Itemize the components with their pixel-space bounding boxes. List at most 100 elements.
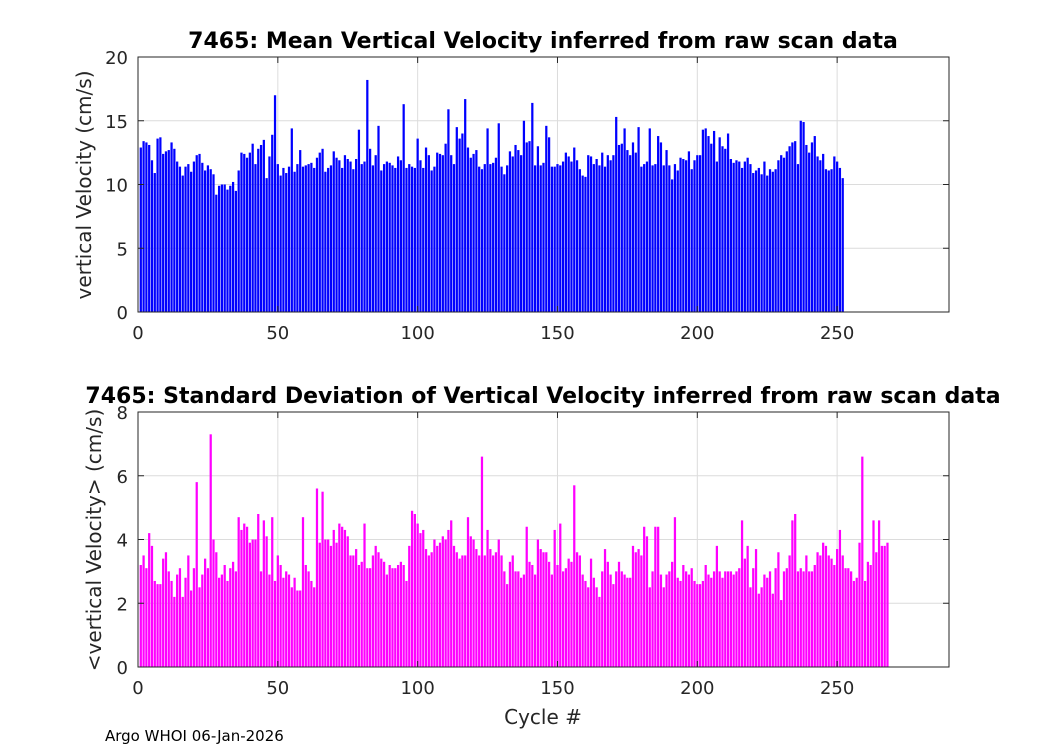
mean-velocity-bar (836, 161, 839, 312)
std-velocity-bar (844, 568, 847, 667)
mean-velocity-bar (324, 171, 327, 312)
std-velocity-bar (805, 555, 808, 667)
std-velocity-bar (883, 545, 886, 667)
std-velocity-bar (450, 520, 453, 667)
mean-velocity-bar (234, 190, 237, 312)
std-velocity-bar (223, 565, 226, 667)
std-velocity-xtick-label: 250 (820, 678, 854, 699)
cycle-xlabel: Cycle # (504, 705, 582, 729)
std-velocity-bar (553, 529, 556, 667)
std-velocity-bar (886, 542, 889, 667)
mean-velocity-bar (209, 169, 212, 312)
std-velocity-bar (617, 561, 621, 667)
mean-velocity-bar (198, 153, 201, 312)
std-velocity-bar (159, 584, 162, 667)
mean-velocity-bar (301, 166, 305, 312)
std-velocity-bar (671, 561, 674, 667)
mean-velocity-bar (145, 142, 148, 312)
mean-velocity-bar (360, 164, 363, 312)
std-velocity-bar (408, 545, 411, 667)
mean-velocity-bar (564, 152, 567, 312)
std-velocity-bar (357, 565, 361, 667)
std-velocity-bar (788, 555, 791, 667)
std-velocity-bar (377, 552, 380, 667)
mean-velocity-bar (738, 161, 741, 312)
mean-velocity-bar (173, 148, 176, 312)
std-velocity-bar (810, 571, 814, 667)
std-velocity-bar (587, 587, 590, 667)
mean-velocity-bar (307, 164, 310, 312)
std-velocity-bar (299, 590, 302, 667)
std-velocity-bar (206, 568, 210, 667)
std-velocity-bar (285, 571, 288, 667)
std-velocity-bar (190, 590, 193, 667)
std-velocity-ytick-label: 8 (117, 403, 128, 424)
std-velocity-bar (461, 555, 464, 667)
mean-velocity-xtick-label: 150 (540, 323, 574, 344)
mean-velocity-bar (391, 165, 394, 312)
std-velocity-bar (567, 558, 570, 667)
std-velocity-bar (682, 565, 685, 667)
std-velocity-bar (561, 571, 565, 667)
std-velocity-bar (419, 533, 422, 667)
std-velocity-bar (777, 552, 780, 667)
std-velocity-bar (162, 558, 165, 667)
std-velocity-bar (760, 587, 763, 667)
std-velocity-bar (433, 539, 436, 667)
mean-velocity-bar (346, 159, 349, 312)
std-velocity-bar (847, 568, 850, 667)
mean-velocity-bar (830, 169, 833, 312)
mean-velocity-bar (687, 151, 691, 312)
std-velocity-bar (525, 526, 528, 667)
mean-velocity-bar (654, 164, 657, 312)
mean-velocity-bar (525, 142, 528, 312)
mean-velocity-bar (794, 141, 797, 312)
mean-velocity-bar (754, 170, 758, 312)
mean-velocity-bar (545, 125, 548, 312)
std-velocity-bar (528, 561, 531, 667)
mean-velocity-bar (419, 160, 422, 312)
std-velocity-bar (687, 574, 691, 667)
mean-velocity-bar (740, 167, 744, 312)
mean-velocity-bar (522, 120, 526, 312)
mean-velocity-bar (617, 144, 621, 312)
std-velocity-bar (153, 580, 156, 667)
std-velocity-bar (598, 596, 601, 667)
mean-velocity-bar (259, 144, 263, 312)
std-velocity-bar (550, 574, 554, 667)
mean-velocity-bar (357, 129, 361, 312)
mean-velocity-bar (332, 151, 335, 312)
mean-velocity-xtick-label: 200 (680, 323, 714, 344)
mean-velocity-bar (438, 153, 442, 312)
std-velocity-bar (497, 539, 500, 667)
mean-velocity-ytick-label: 10 (105, 176, 128, 197)
std-velocity-bar (195, 482, 198, 667)
std-velocity-bar (203, 558, 207, 667)
mean-velocity-ylabel: vertical Velocity (cm/s) (72, 71, 96, 300)
mean-velocity-bar (212, 174, 215, 312)
std-velocity-bar (852, 580, 856, 667)
std-velocity-bar (466, 517, 470, 667)
mean-velocity-bar (791, 142, 794, 312)
mean-velocity-bar (598, 165, 601, 312)
std-velocity-bar (506, 584, 509, 667)
mean-velocity-bar (592, 164, 595, 312)
mean-velocity-bar (394, 167, 397, 312)
mean-velocity-bar (533, 165, 537, 312)
std-velocity-bar (271, 517, 274, 667)
mean-velocity-bar (822, 153, 825, 312)
mean-velocity-bar (547, 137, 551, 312)
mean-velocity-bar (237, 170, 240, 312)
std-velocity-bar (841, 555, 844, 667)
mean-velocity-bar (450, 155, 453, 312)
std-velocity-bar (511, 555, 514, 667)
std-velocity-bar (539, 549, 542, 667)
mean-velocity-bar (433, 166, 436, 312)
std-velocity-bar (556, 565, 559, 667)
mean-velocity-bar (698, 155, 702, 312)
mean-velocity-bar (203, 170, 207, 312)
std-velocity-bar (822, 542, 825, 667)
mean-velocity-bar (352, 169, 355, 312)
mean-velocity-bar (615, 116, 618, 312)
